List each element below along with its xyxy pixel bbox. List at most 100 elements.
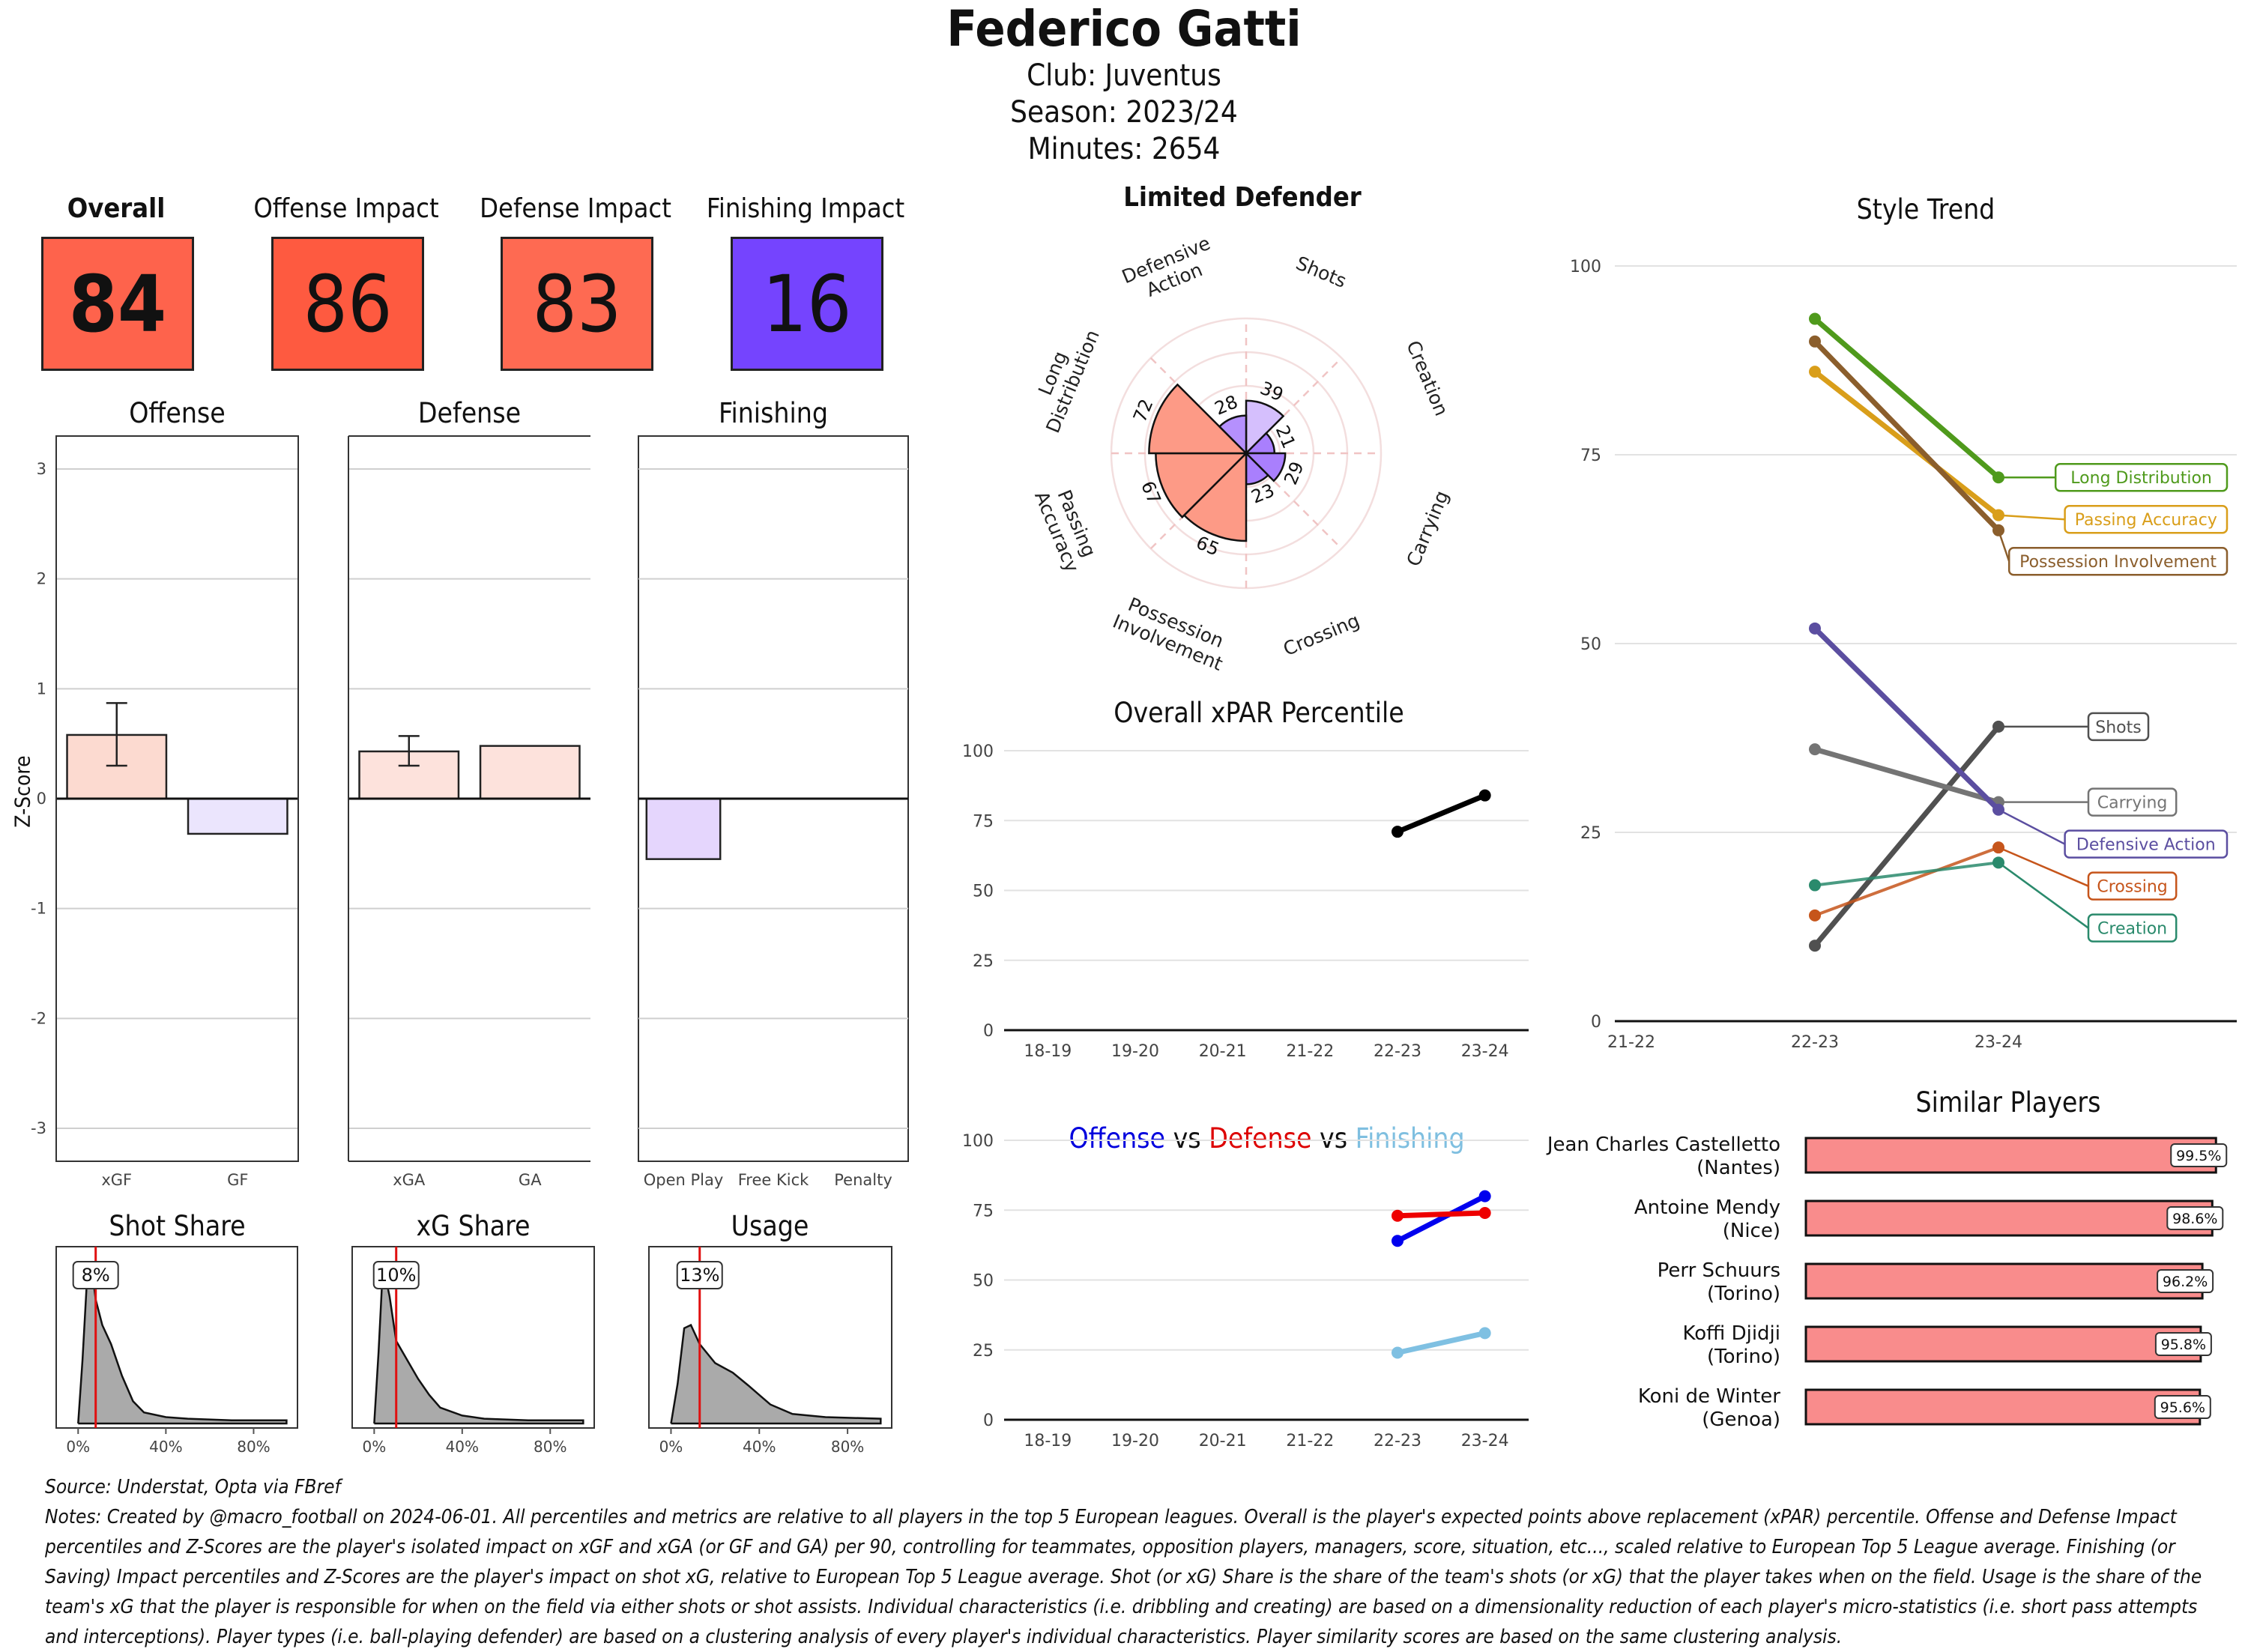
series-point-finishing (1478, 1327, 1491, 1340)
radar-wedge-possession-involvement (1182, 450, 1248, 542)
x-tick-label: 22-23 (1374, 1432, 1421, 1450)
xpar-percentile-chart: 0 25 50 75 100 18-19 19-20 20-21 21-22 22-23 23-24 (962, 742, 1529, 1061)
tick-label-ga: GA (519, 1171, 542, 1189)
y-tick-label: 50 (973, 883, 994, 901)
trend-point-crossing (1992, 841, 2004, 854)
radar-value-label: 39 (1257, 378, 1287, 406)
odf-title-defense: Defense (1209, 1122, 1312, 1155)
radar-axis-label-carrying: Carrying (1403, 488, 1453, 569)
finishing-panel-title: Finishing (719, 397, 828, 429)
similarity-value-label: 98.6% (2172, 1211, 2217, 1227)
tick-label-xga: xGA (393, 1171, 426, 1189)
player-name: Federico Gatti (946, 0, 1302, 58)
similar-player-name: Antoine Mendy (1634, 1196, 1780, 1219)
x-tick-label: 21-22 (1607, 1033, 1655, 1052)
radar-wedge-passing-accuracy (1155, 452, 1249, 519)
share-density-charts: 8% 0% 40% 80% 10% 0% 40% 80% 13% 0% 40% 80% (55, 1246, 892, 1456)
radar-wedge-long-distribution (1148, 383, 1249, 455)
y-tick-label: -2 (31, 1009, 46, 1027)
x-tick-label: 0% (66, 1438, 90, 1456)
x-tick-label: 0% (362, 1438, 386, 1456)
similar-player-name: Koffi Djidji (1683, 1322, 1780, 1345)
x-tick-label: 23-24 (1461, 1042, 1509, 1061)
trend-point-shots (1809, 940, 1821, 952)
trend-point-crossing (1809, 909, 1821, 922)
similarity-value-box (2166, 1206, 2224, 1230)
trend-label-connector (1997, 530, 2010, 562)
radar-value-label: 72 (1129, 396, 1158, 426)
similarity-value-box (2157, 1269, 2214, 1293)
defense-impact-label: Defense Impact (480, 193, 671, 224)
trend-label-shots: Shots (2095, 718, 2141, 737)
similarity-value-box (2154, 1332, 2212, 1356)
trend-line-possession-involvement (1812, 339, 2001, 533)
similar-players-title: Similar Players (1915, 1086, 2101, 1119)
trend-point-possession-involvement (1809, 335, 1821, 348)
x-tick-label: 19-20 (1111, 1042, 1159, 1061)
y-tick-label: 2 (37, 570, 46, 588)
marker-label-box (72, 1261, 119, 1289)
odf-title: Offense vs Defense vs Finishing (1012, 1090, 1506, 1155)
similarity-value-box (2170, 1143, 2228, 1167)
trend-label-box (2087, 712, 2150, 742)
similar-player-name: Koni de Winter (1638, 1385, 1780, 1408)
series-point-finishing (1392, 1346, 1404, 1359)
series-line-defense (1395, 1210, 1488, 1219)
y-tick-label: 100 (962, 742, 994, 761)
y-tick-label: -3 (31, 1119, 46, 1137)
club-line: Club: Juventus (1027, 58, 1221, 93)
y-tick-label: 0 (1591, 1013, 1601, 1032)
density-area-usage (670, 1323, 882, 1425)
defense-panel-title: Defense (417, 397, 522, 429)
y-tick-label: 100 (962, 1132, 994, 1151)
y-tick-label: 25 (1580, 824, 1601, 843)
similar-player-club: (Nantes) (1696, 1157, 1780, 1179)
y-tick-label: 100 (1570, 258, 1601, 276)
x-tick-label: 21-22 (1286, 1042, 1334, 1061)
x-tick-label: 21-22 (1286, 1432, 1334, 1450)
marker-label-box (676, 1261, 723, 1289)
x-tick-label: 23-24 (1461, 1432, 1509, 1450)
x-tick-label: 80% (237, 1438, 270, 1456)
tick-label-penalty: Penalty (834, 1171, 892, 1189)
trend-line-carrying (1812, 746, 2001, 805)
trend-label-creation: Creation (2097, 920, 2167, 939)
notes-block: Source: Understat, Opta via FBref Notes:… (45, 1472, 2233, 1652)
y-tick-label: 75 (973, 1202, 994, 1220)
offense-impact-score: 86 (303, 258, 393, 350)
x-tick-label: 23-24 (1974, 1033, 2022, 1052)
similar-player-name: Perr Schuurs (1658, 1259, 1780, 1282)
radar-wedge-shots (1245, 399, 1285, 456)
tick-label-gf: GF (227, 1171, 248, 1189)
marker-label: 10% (376, 1265, 416, 1286)
similarity-value-label: 95.6% (2160, 1400, 2205, 1416)
overall-label: Overall (67, 193, 166, 224)
similarity-bar-jean-charles-castelletto (1804, 1137, 2217, 1174)
trend-label-box (2087, 787, 2178, 817)
x-tick-label: 22-23 (1374, 1042, 1421, 1061)
similar-players-chart: Jean Charles Castelletto(Nantes) 99.5% Ant… (1546, 1134, 2228, 1431)
bar-open-play (645, 797, 722, 860)
x-tick-label: 40% (149, 1438, 182, 1456)
similar-player-club: (Genoa) (1702, 1409, 1780, 1431)
density-panel-border (351, 1246, 595, 1429)
offense-impact-label: Offense Impact (253, 193, 439, 224)
radar-axis-label-crossing: Crossing (1280, 609, 1362, 660)
trend-point-carrying (1809, 743, 1821, 756)
y-tick-label: 1 (37, 680, 46, 698)
xpar-title: Overall xPAR Percentile (1114, 697, 1404, 729)
season-line: Season: 2023/24 (1010, 95, 1238, 130)
trend-label-box (2064, 504, 2229, 534)
similarity-value-label: 99.5% (2176, 1148, 2221, 1164)
trend-point-passing-accuracy (1809, 366, 1821, 378)
radar-value-label: 21 (1272, 423, 1300, 452)
marker-label-box (372, 1261, 420, 1289)
offense-panel-border (55, 435, 299, 1162)
y-tick-label: 50 (1580, 635, 1601, 654)
y-tick-label: 75 (973, 812, 994, 831)
trend-label-defensive-action: Defensive Action (2076, 836, 2216, 855)
trend-point-defensive-action (1809, 622, 1821, 635)
trend-label-possession-involvement: Possession Involvement (2019, 553, 2217, 572)
trend-line-shots (1812, 724, 2001, 948)
trend-line-defensive-action (1812, 626, 2001, 813)
